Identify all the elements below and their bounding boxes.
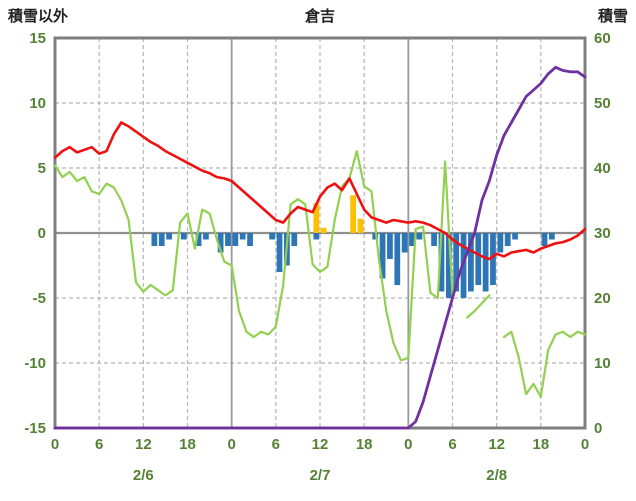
blue-bars-bar [548,233,555,240]
left-axis-tick-label: -15 [24,420,46,437]
hour-tick-label: 6 [95,436,103,453]
blue-bars-bar [482,233,489,292]
right-axis-title: 積雪 [597,7,628,25]
hour-tick-label: 0 [51,436,59,453]
blue-bars-bar [291,233,298,246]
blue-bars-bar [195,233,202,246]
blue-bars-bar [239,233,246,240]
blue-bars-bar [232,233,239,246]
blue-bars-bar [431,233,437,246]
date-label: 2/8 [486,467,507,484]
right-axis-tick-label: 10 [594,355,611,372]
hour-tick-label: 0 [404,436,412,453]
blue-bars-bar [151,233,158,246]
hour-tick-label: 6 [448,436,456,453]
blue-bars-bar [217,233,224,253]
blue-bars-bar [394,233,401,285]
right-axis-tick-label: 40 [594,160,611,177]
blue-bars-bar [203,233,209,240]
blue-bars-bar [504,233,511,246]
hour-tick-label: 18 [356,436,373,453]
date-label: 2/6 [133,467,154,484]
blue-bars-bar [409,233,415,246]
blue-bars-bar [475,233,482,285]
blue-bars-bar [372,233,379,240]
blue-bars-bar [512,233,518,240]
red-line-path [53,121,587,261]
hour-tick-label: 0 [227,436,235,453]
left-axis-tick-label: -5 [33,290,46,307]
blue-bars-bar [541,233,548,246]
blue-bars-bar [247,233,253,246]
orange-bars-bar [320,227,327,233]
left-axis-tick-label: 5 [38,160,46,177]
orange-bars-bar [350,195,357,233]
hour-tick-label: 18 [532,436,549,453]
blue-bars-bar [497,233,504,253]
blue-bars-bar [445,233,452,298]
right-axis-tick-label: 0 [594,420,602,437]
right-axis-tick-label: 20 [594,290,611,307]
left-axis-tick-label: -10 [24,355,46,372]
hour-tick-label: 18 [179,436,196,453]
blue-bars-bar [416,233,423,240]
right-axis-tick-label: 30 [594,225,611,242]
hour-tick-label: 12 [488,436,505,453]
blue-bars-bar [225,233,231,246]
blue-bars-bar [453,233,460,292]
snow-depth-purple-path [53,65,587,430]
right-axis-tick-label: 60 [594,30,611,47]
orange-bars-bar [357,218,364,233]
blue-bars-bar [313,233,320,240]
orange-bars-bar [313,203,320,233]
blue-bars-bar [158,233,165,246]
blue-bars-bar [468,233,474,292]
left-axis-tick-label: 15 [29,30,46,47]
hour-tick-label: 0 [581,436,589,453]
left-axis-tick-label: 0 [38,225,46,242]
blue-bars-bar [401,233,408,253]
blue-bars-bar [379,233,386,279]
blue-bars-bar [438,233,445,292]
chart-title: 倉吉 [304,7,335,25]
blue-bars-bar [180,233,187,240]
blue-bars-bar [490,233,496,285]
hour-tick-label: 12 [312,436,329,453]
blue-bars-bar [276,233,283,272]
blue-bars-bar [269,233,276,240]
left-axis-title: 積雪以外 [7,7,68,25]
hour-tick-label: 6 [272,436,280,453]
hour-tick-label: 12 [135,436,152,453]
blue-bars-bar [166,233,172,240]
green-line-path [53,150,587,398]
right-axis-tick-label: 50 [594,95,611,112]
left-axis-tick-label: 10 [29,95,46,112]
blue-bars-bar [387,233,393,259]
date-label: 2/7 [310,467,331,484]
